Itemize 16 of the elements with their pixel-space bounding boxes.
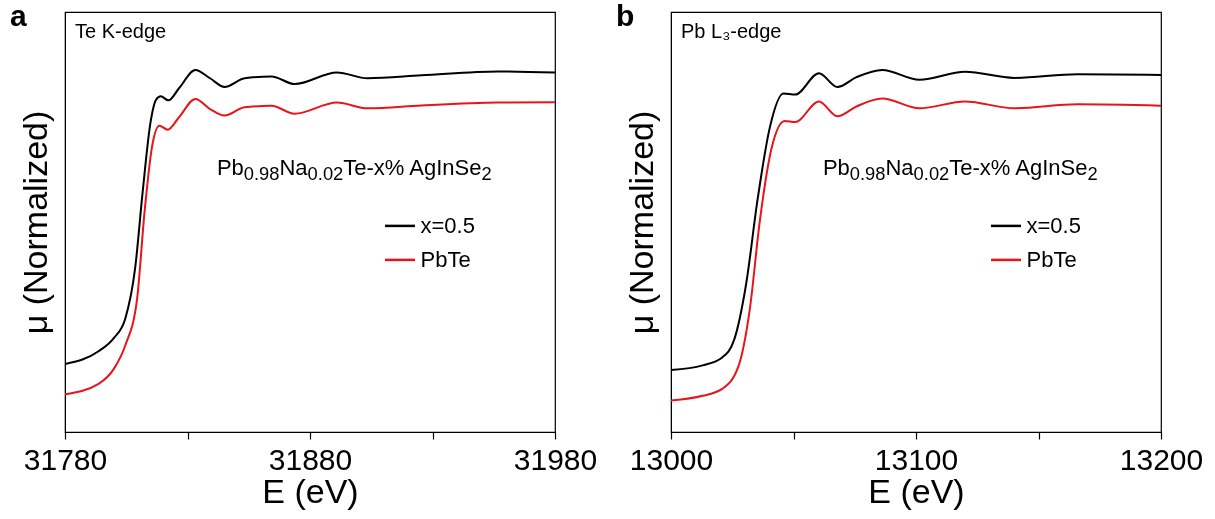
x-tick-label: 31980 [513, 442, 598, 476]
legend-title: Pb$_{0.98}$Na$_{0.02}$Te-x% AgInSe$_{2}$ [822, 154, 1098, 186]
legend-label: PbTe [420, 246, 471, 272]
legend-label: x=0.5 [1026, 212, 1081, 238]
y-axis-title: μ (Normalized) [15, 110, 54, 335]
y-axis-title: μ (Normalized) [621, 110, 660, 335]
x-tick-label: 13200 [1119, 442, 1204, 476]
legend-label: PbTe [1026, 246, 1077, 272]
chart-title: b [616, 0, 635, 32]
chart-title: a [10, 0, 27, 32]
text: Te K-edge [75, 20, 167, 42]
legend-title: Pb$_{0.98}$Na$_{0.02}$Te-x% AgInSe$_{2}$ [216, 154, 492, 186]
text: Pb L₃-edge [681, 20, 782, 42]
legend-label: x=0.5 [420, 212, 475, 238]
x-tick-label: 31780 [23, 442, 108, 476]
x-tick-label: 13000 [629, 442, 714, 476]
